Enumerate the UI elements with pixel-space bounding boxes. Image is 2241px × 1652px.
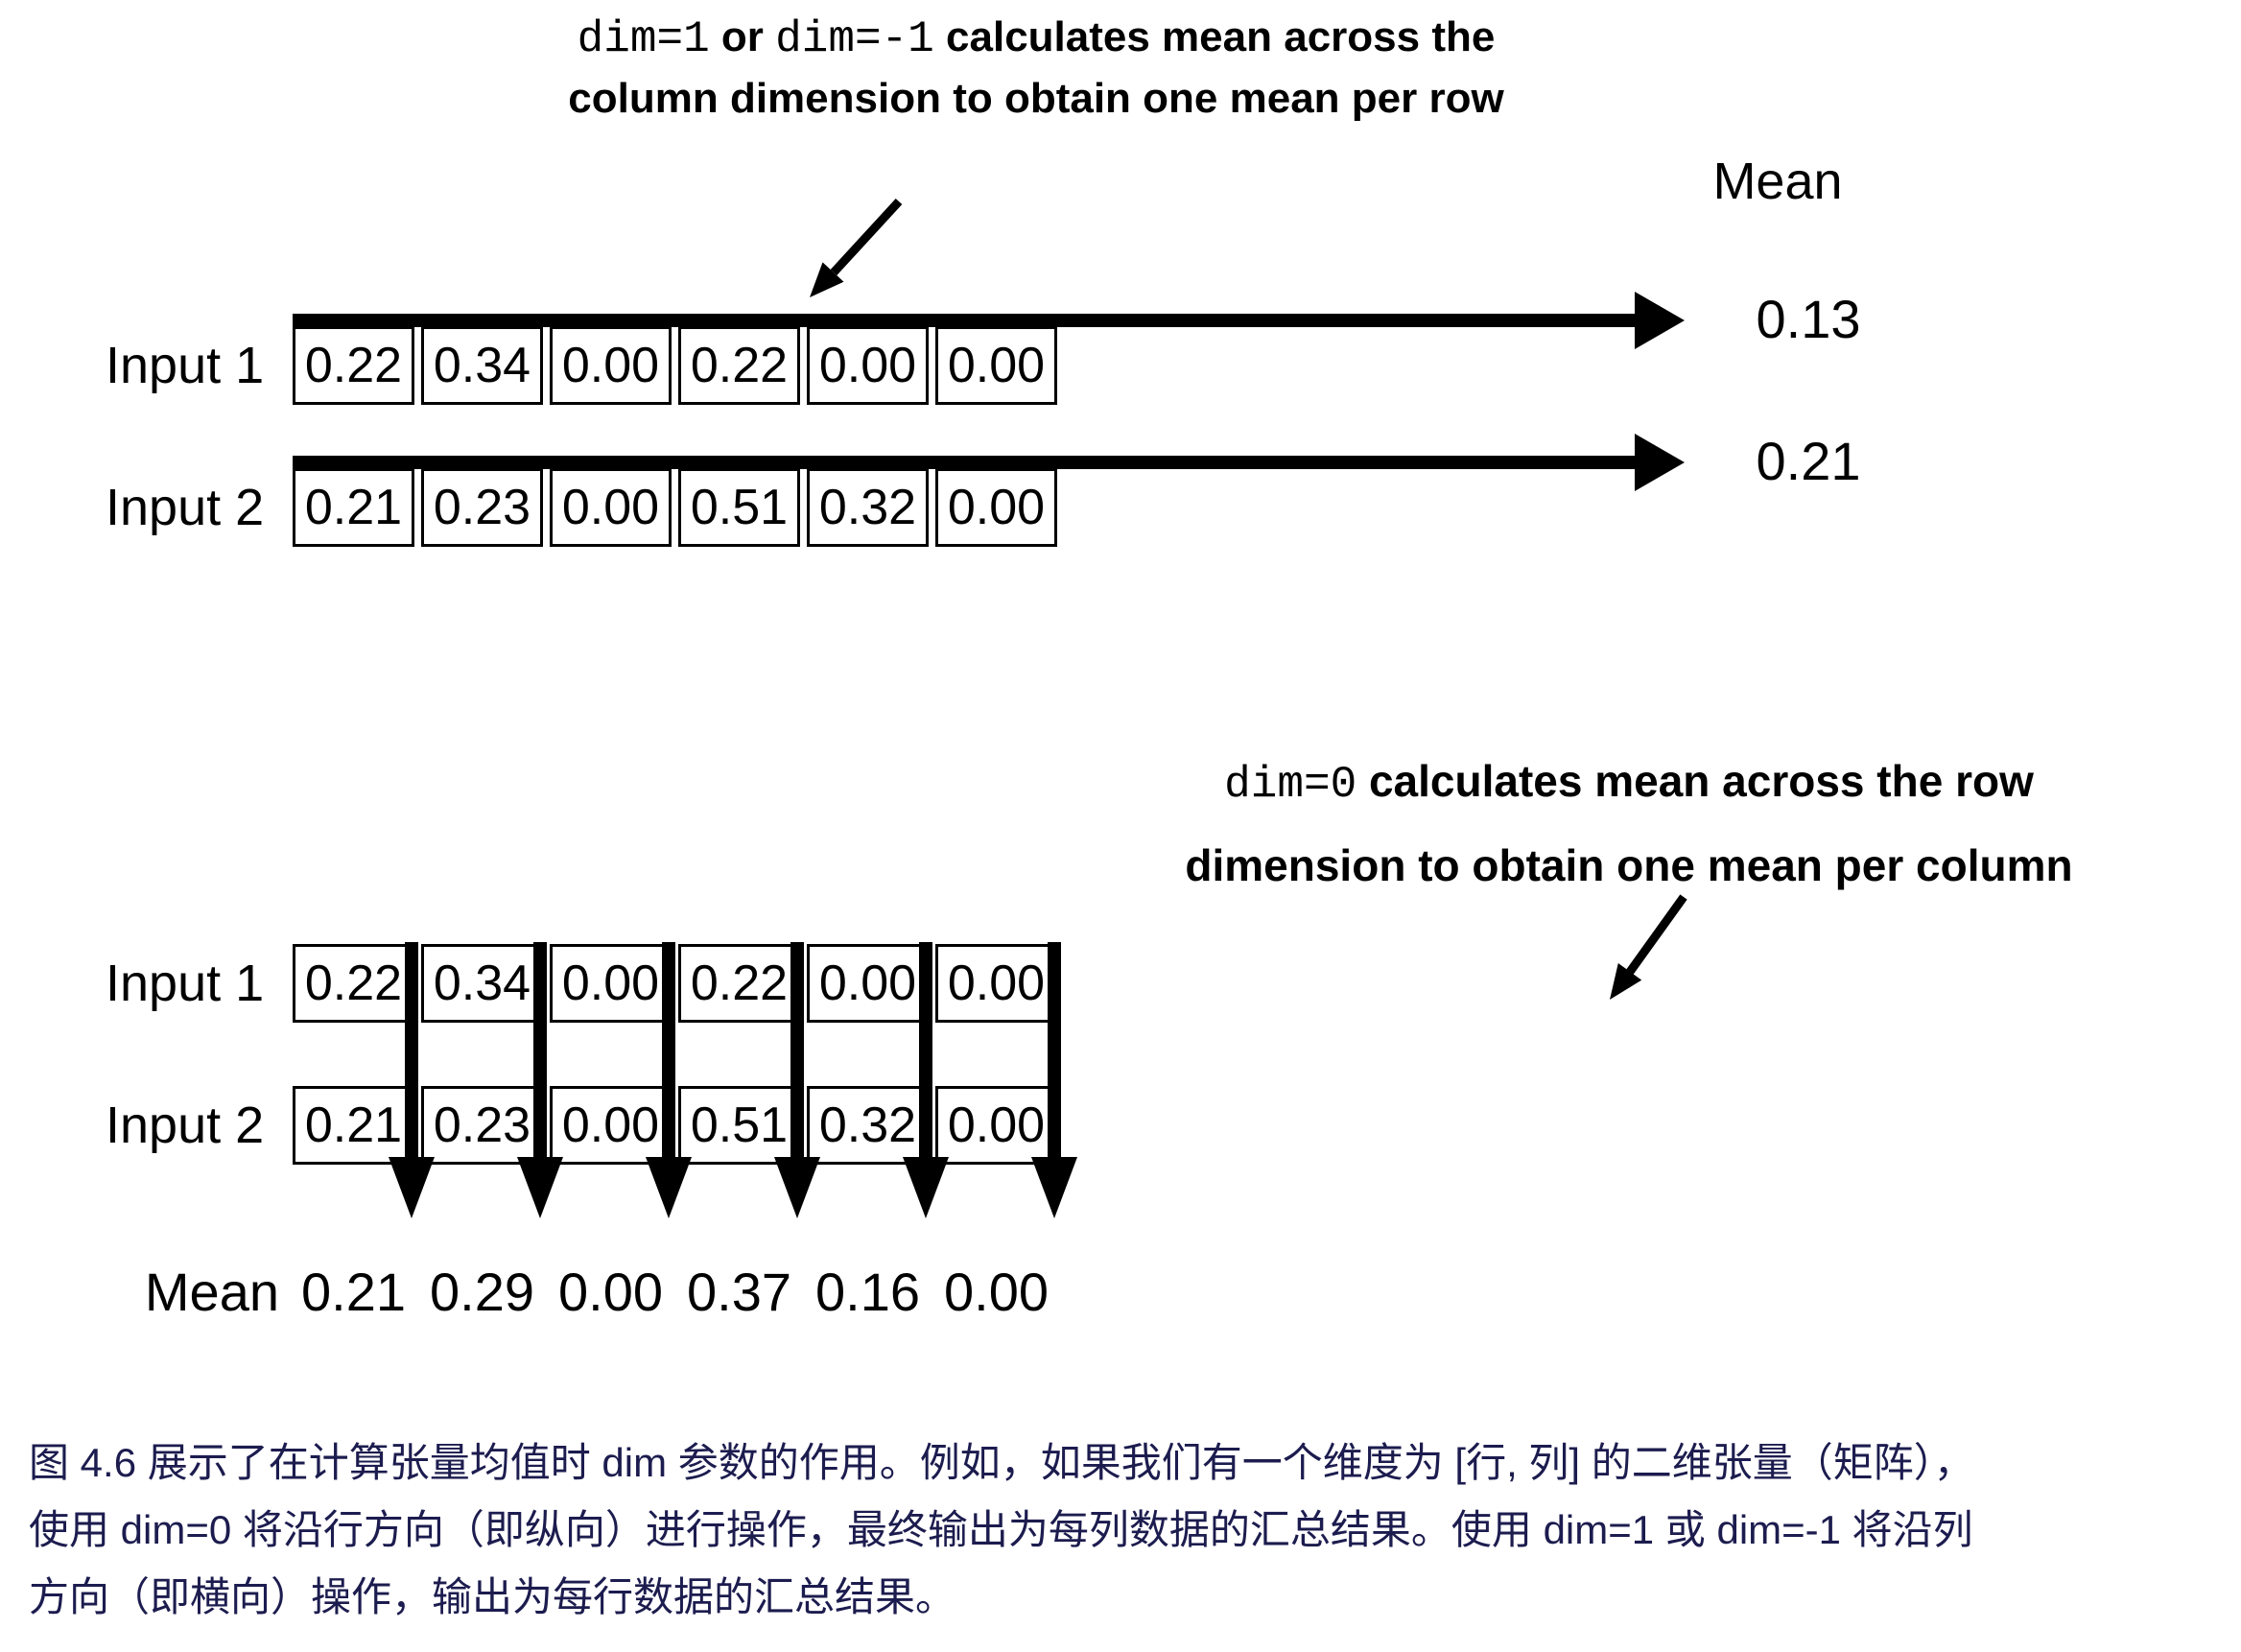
top-title-line-1: dim=1 or dim=-1 calculates mean across t… [326, 8, 1746, 69]
value-cell: 0.00 [550, 468, 672, 547]
annotation-arrow-icon [810, 198, 903, 297]
row-mean-value: 0.21 [1756, 431, 1861, 491]
bottom-row-input-1: Input 1 0.22 0.34 0.00 0.22 0.00 0.00 [0, 944, 2241, 1030]
code-dim-neg-1: dim=-1 [775, 14, 934, 64]
down-arrow-head-icon [517, 1157, 563, 1218]
value-cell: 0.00 [807, 326, 929, 405]
value-cell: 0.32 [807, 468, 929, 547]
mean-value: 0.37 [687, 1261, 791, 1322]
annotation-arrow-icon [1610, 894, 1687, 1000]
value-cell: 0.22 [678, 944, 800, 1023]
bottom-title-line-1: dim=0 calculates mean across the row [909, 741, 2241, 825]
caption-line: 方向（即横向）操作，输出为每行数据的汇总结果。 [29, 1574, 956, 1619]
down-arrow-shaft-icon [533, 942, 547, 1159]
value-cell: 0.00 [935, 326, 1057, 405]
top-title-or: or [720, 13, 764, 60]
value-cell: 0.00 [550, 1086, 672, 1165]
bottom-title: dim=0 calculates mean across the row dim… [909, 741, 2241, 906]
top-title: dim=1 or dim=-1 calculates mean across t… [326, 8, 1746, 129]
top-title-line-2: column dimension to obtain one mean per … [568, 75, 1504, 122]
value-cell: 0.00 [935, 468, 1057, 547]
down-arrow-shaft-icon [1048, 942, 1061, 1159]
mean-value: 0.00 [944, 1261, 1049, 1322]
bottom-row-input-2: Input 2 0.21 0.23 0.00 0.51 0.32 0.00 [0, 1086, 2241, 1172]
value-cell: 0.00 [550, 944, 672, 1023]
row-label-input-1: Input 1 [106, 337, 265, 394]
caption-line: 图 4.6 展示了在计算张量均值时 dim 参数的作用。例如，如果我们有一个维度… [29, 1440, 1974, 1485]
value-cell: 0.21 [293, 1086, 414, 1165]
value-cell: 0.22 [678, 326, 800, 405]
value-cell: 0.34 [421, 944, 543, 1023]
value-cell: 0.00 [935, 1086, 1057, 1165]
right-arrow-shaft-icon [293, 456, 1637, 469]
bottom-mean-row: Mean 0.21 0.29 0.00 0.37 0.16 0.00 [0, 1255, 2241, 1332]
bottom-title-rest: calculates mean across the row [1368, 756, 2034, 806]
code-dim-0: dim=0 [1224, 760, 1357, 810]
down-arrow-head-icon [774, 1157, 820, 1218]
right-arrow-head-icon [1635, 434, 1685, 491]
down-arrow-shaft-icon [662, 942, 675, 1159]
mean-row-label: Mean [144, 1261, 279, 1322]
mean-value: 0.21 [301, 1261, 406, 1322]
value-cell: 0.34 [421, 326, 543, 405]
mean-value: 0.00 [558, 1261, 663, 1322]
down-arrow-head-icon [646, 1157, 692, 1218]
top-row-input-1: Input 1 0.22 0.34 0.00 0.22 0.00 0.00 0.… [0, 289, 2241, 419]
row-label-input-2: Input 2 [106, 1097, 265, 1154]
value-cell: 0.00 [935, 944, 1057, 1023]
row-label-input-2: Input 2 [106, 479, 265, 536]
value-cell: 0.22 [293, 326, 414, 405]
value-cell: 0.51 [678, 1086, 800, 1165]
down-arrow-shaft-icon [405, 942, 418, 1159]
down-arrow-shaft-icon [919, 942, 932, 1159]
down-arrow-shaft-icon [790, 942, 804, 1159]
top-title-rest: calculates mean across the [946, 13, 1496, 60]
value-cell: 0.51 [678, 468, 800, 547]
value-cell: 0.32 [807, 1086, 929, 1165]
caption-line: 使用 dim=0 将沿行方向（即纵向）进行操作，最终输出为每列数据的汇总结果。使… [29, 1507, 1973, 1552]
row-mean-value: 0.13 [1756, 289, 1861, 349]
right-arrow-head-icon [1635, 292, 1685, 349]
mean-value: 0.16 [815, 1261, 920, 1322]
figure-caption: 图 4.6 展示了在计算张量均值时 dim 参数的作用。例如，如果我们有一个维度… [29, 1429, 2216, 1631]
right-arrow-shaft-icon [293, 314, 1637, 327]
down-arrow-head-icon [1031, 1157, 1077, 1218]
code-dim-1: dim=1 [577, 14, 710, 64]
value-cell: 0.22 [293, 944, 414, 1023]
value-cell: 0.21 [293, 468, 414, 547]
bottom-title-line-2: dimension to obtain one mean per column [1185, 840, 2073, 890]
value-cell: 0.00 [550, 326, 672, 405]
value-cell: 0.23 [421, 468, 543, 547]
mean-column-header: Mean [1712, 153, 1843, 210]
row-label-input-1: Input 1 [106, 955, 265, 1012]
down-arrow-head-icon [903, 1157, 949, 1218]
down-arrow-head-icon [389, 1157, 435, 1218]
value-cell: 0.00 [807, 944, 929, 1023]
value-cell: 0.23 [421, 1086, 543, 1165]
top-row-input-2: Input 2 0.21 0.23 0.00 0.51 0.32 0.00 0.… [0, 431, 2241, 561]
mean-value: 0.29 [430, 1261, 534, 1322]
